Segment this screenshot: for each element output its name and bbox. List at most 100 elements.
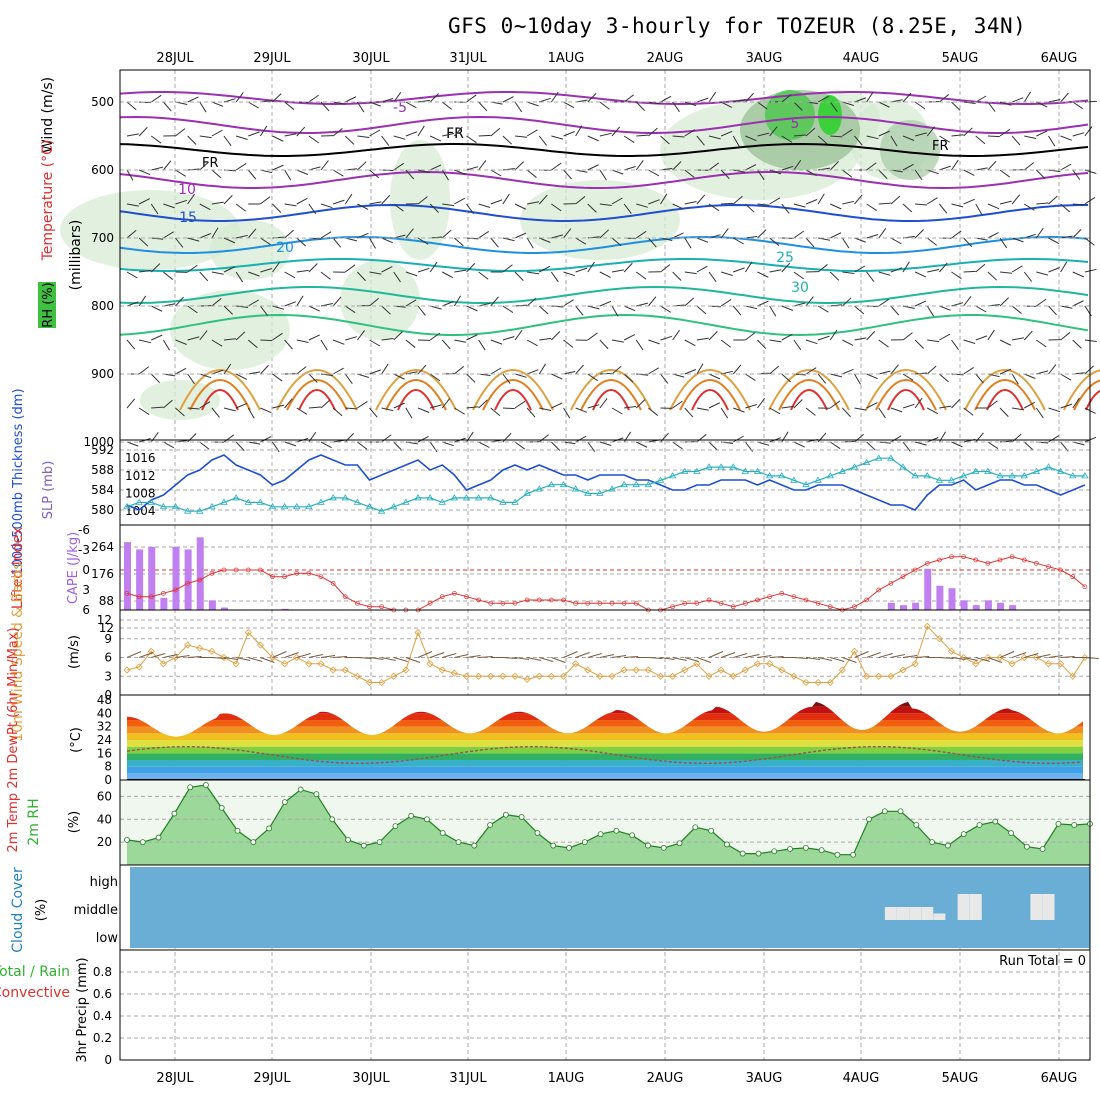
- surface-wind-barb: [624, 656, 639, 658]
- panel-border: [119, 609, 1091, 696]
- wind-barb: [332, 367, 344, 375]
- slp-marker: [778, 472, 786, 479]
- wind-speed-marker: [365, 678, 374, 687]
- wind-barb: [708, 203, 720, 212]
- slp-marker: [293, 502, 301, 510]
- wind-barb: [805, 296, 814, 307]
- wind-barb: [866, 203, 877, 211]
- lifted-index-marker: [221, 567, 227, 573]
- wind-barb: [769, 237, 780, 246]
- surface-wind-barb: [963, 657, 978, 661]
- lifted-index-marker: [427, 600, 433, 606]
- wind-speed-marker: [669, 672, 677, 680]
- thickness-tick: 592: [91, 443, 114, 457]
- wind-barb: [842, 101, 854, 106]
- cloud-bg: [130, 867, 1090, 948]
- lifted-index-marker: [1082, 584, 1088, 590]
- wind-barb: [1048, 135, 1056, 147]
- wind-barb: [417, 99, 430, 103]
- wind-barb: [235, 441, 245, 452]
- wind-barb: [502, 407, 515, 410]
- temp-tick: 24: [97, 733, 112, 747]
- wind-barb: [999, 237, 1008, 249]
- wind-barb: [890, 364, 899, 375]
- wind-barb: [223, 135, 232, 147]
- wind-barb: [830, 373, 843, 378]
- wind-speed-marker: [1081, 653, 1089, 662]
- wind-barb: [563, 271, 576, 277]
- rh-shade: [210, 220, 290, 280]
- wind-barb: [235, 271, 244, 283]
- wind-speed-marker: [802, 678, 810, 687]
- rh-marker: [518, 814, 525, 820]
- slp-marker: [790, 476, 798, 483]
- wind-barb: [514, 400, 526, 409]
- wind-barb: [951, 271, 962, 280]
- wind-barb: [187, 135, 197, 145]
- wind-barb: [1036, 169, 1046, 179]
- wind-barb: [648, 339, 660, 345]
- wind-speed-marker: [1069, 672, 1077, 680]
- wind-barb: [817, 373, 827, 384]
- wind-barb: [175, 169, 186, 177]
- wind-barb: [502, 305, 514, 313]
- wind-barb: [478, 441, 490, 448]
- wind-barb: [890, 267, 903, 273]
- wind10m-unit-label: (m/s): [67, 635, 82, 669]
- cape-bar: [936, 585, 944, 610]
- wind-barb: [708, 91, 717, 103]
- wind-barb: [187, 193, 195, 205]
- wind-barb: [441, 229, 452, 239]
- wind-barb: [611, 269, 624, 273]
- rh-marker: [913, 822, 920, 828]
- wind-barb: [720, 169, 730, 180]
- wind-barb: [490, 367, 502, 375]
- cloud-bar: [1030, 894, 1043, 920]
- wind-barb: [454, 269, 467, 273]
- wind-barb: [320, 203, 333, 209]
- lifted-index-marker: [985, 560, 991, 566]
- surface-isotherm: [1063, 369, 1100, 411]
- isotherm-line: [119, 203, 1088, 222]
- wind-barb: [624, 406, 637, 409]
- wind-barb: [308, 305, 320, 312]
- surface-isotherm: [974, 379, 1036, 411]
- contour-label: 10: [178, 182, 196, 198]
- wind-barb: [623, 94, 635, 103]
- wind-barb: [635, 159, 644, 171]
- wind-barb: [599, 441, 612, 446]
- wind-barb: [745, 404, 757, 409]
- lifted-index-marker: [185, 580, 190, 586]
- wind-barb: [854, 433, 865, 443]
- isotherm-line: [119, 91, 1089, 106]
- wind-barb: [732, 195, 743, 205]
- wind-barb: [514, 232, 527, 239]
- lifted-index-marker: [161, 590, 166, 596]
- lifted-index-marker: [500, 600, 506, 606]
- surface-wind-barb: [1011, 652, 1027, 658]
- wind-barb: [405, 131, 418, 137]
- wind-barb: [769, 339, 782, 343]
- wind-barb: [672, 161, 682, 171]
- wind-barb: [260, 407, 272, 414]
- surface-wind-barb: [514, 657, 530, 660]
- wind-barb: [393, 402, 405, 409]
- wind-barb: [478, 271, 489, 280]
- slp-marker: [717, 463, 725, 470]
- lifted-index-marker: [949, 554, 954, 560]
- wind-barb: [320, 101, 330, 112]
- temp-band: [127, 740, 1083, 747]
- wind-barb: [805, 237, 815, 248]
- wind-speed-marker: [620, 666, 628, 674]
- wind-barb: [963, 198, 975, 205]
- rh-marker: [613, 827, 620, 834]
- wind-barb: [235, 402, 248, 409]
- surface-wind-barb: [248, 657, 263, 662]
- wind-barb: [284, 441, 297, 447]
- wind-barb: [1060, 235, 1073, 239]
- rh-axis-label: RH (%): [41, 282, 56, 327]
- wind-barb: [805, 367, 817, 375]
- wind-barb: [514, 373, 527, 378]
- slp-marker: [135, 498, 143, 505]
- wind-barb: [441, 169, 450, 181]
